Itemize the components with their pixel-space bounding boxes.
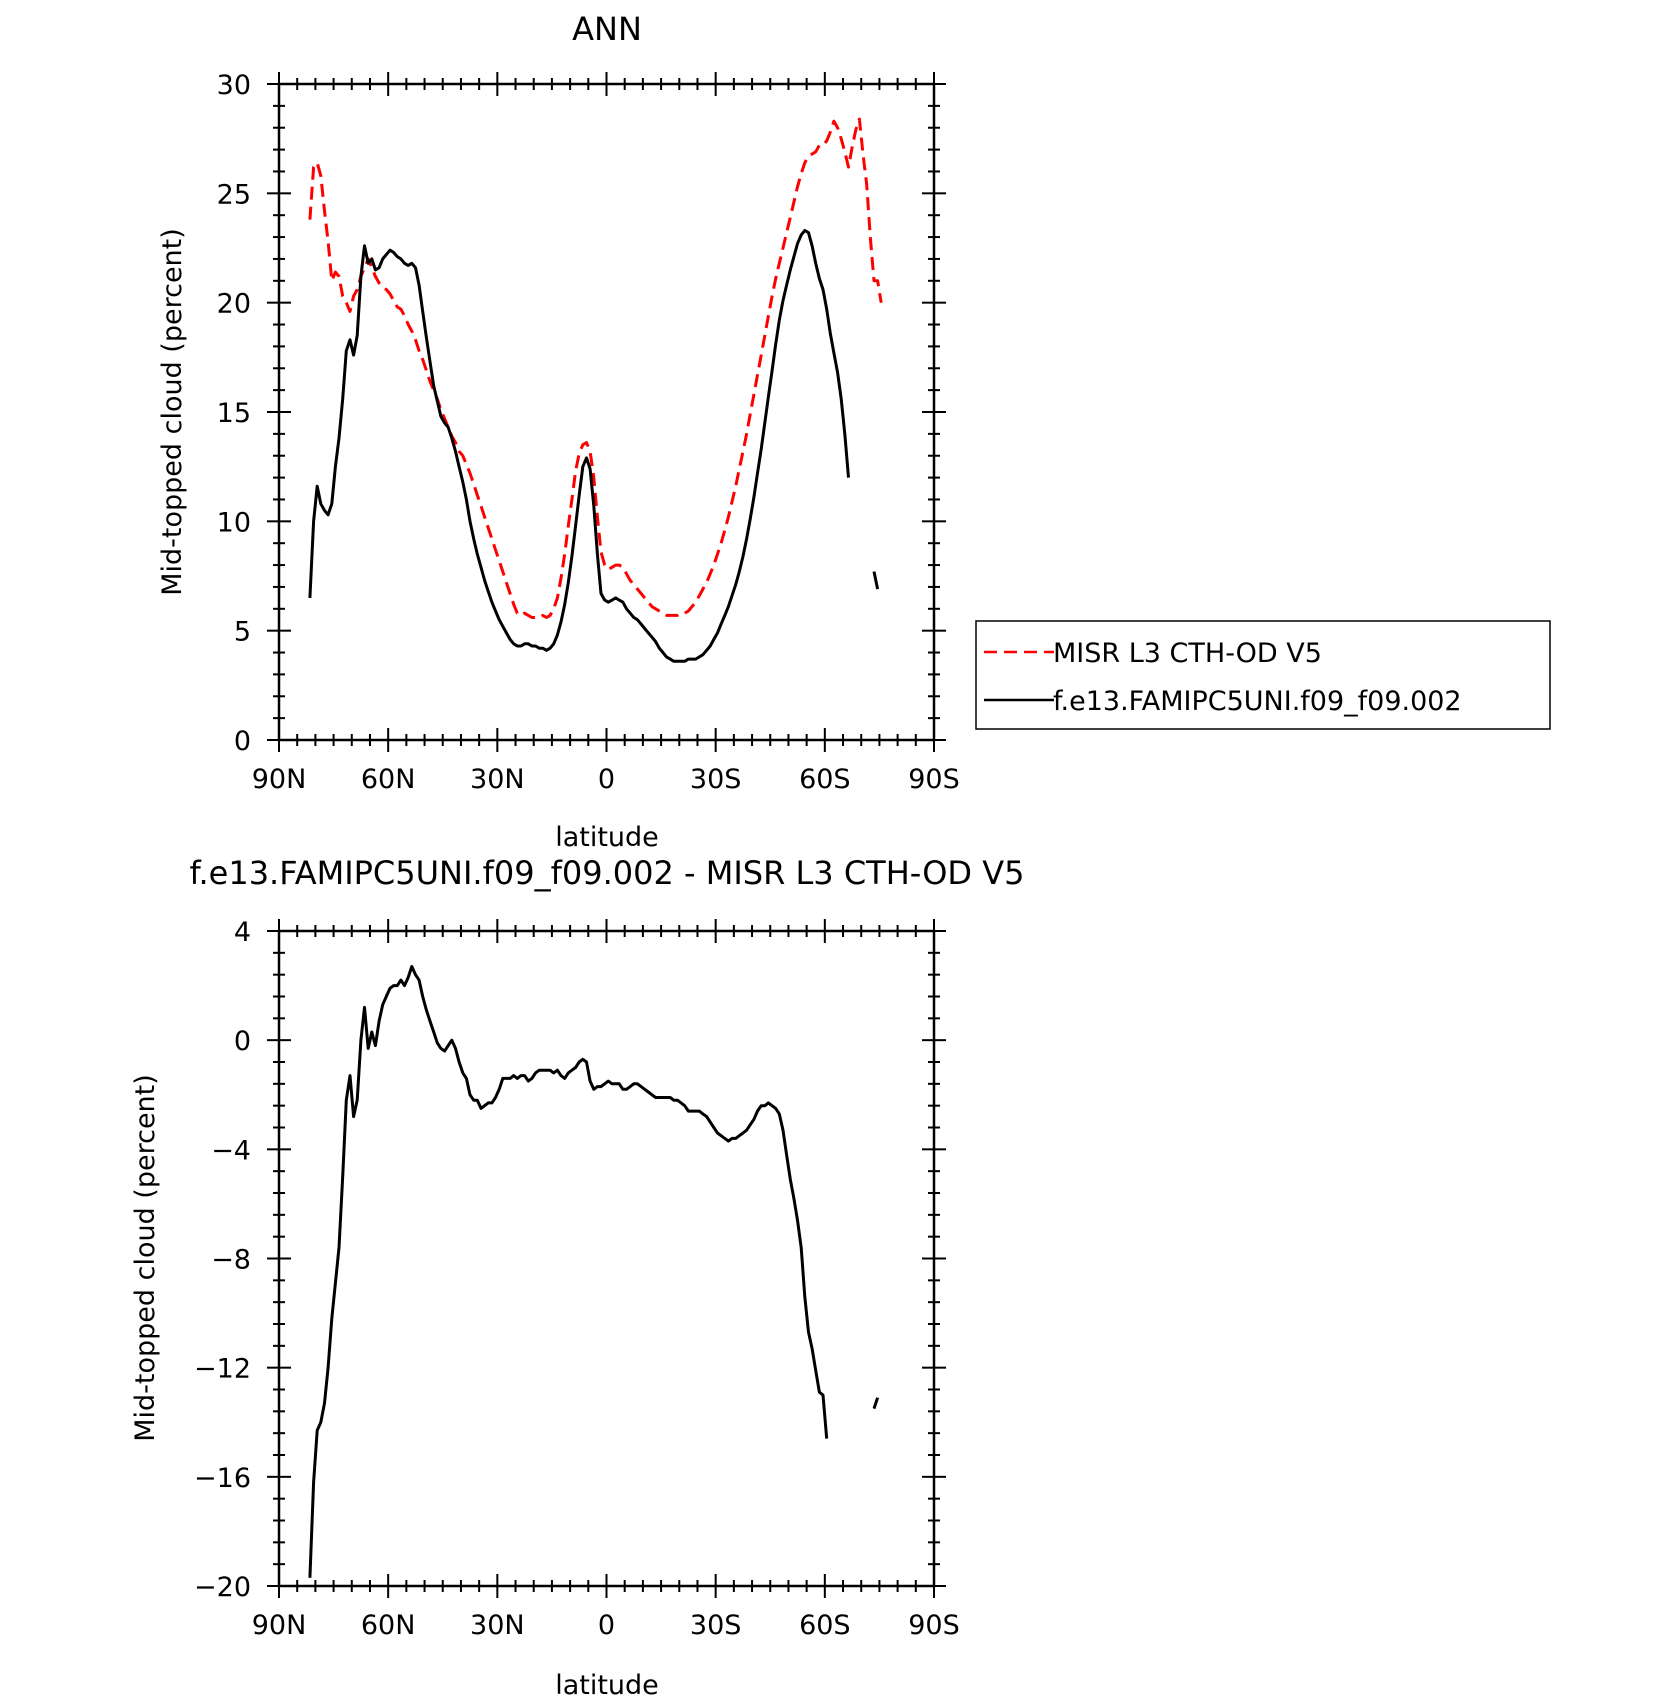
bottom-y-tick-label: −20 [194, 1572, 251, 1603]
bottom-series-line-model [308, 965, 829, 1578]
top-y-tick-label: 0 [234, 726, 251, 757]
legend: MISR L3 CTH-OD V5 f.e13.FAMIPC5UNI.f09_f… [975, 620, 1551, 730]
bottom-x-axis-label: latitude [555, 1670, 659, 1701]
top-series-line-misr [308, 117, 883, 619]
top-x-axis-label: latitude [555, 822, 659, 853]
top-panel: ANN 90N 60N 30N 0 30S 60S 90S 0 5 10 15 20 25 30 lat… [157, 10, 1551, 853]
top-x-tick-label: 60N [361, 764, 416, 795]
top-y-tick-label: 30 [217, 70, 251, 101]
top-series-line-model [308, 229, 850, 663]
bottom-x-tick-label: 60N [361, 1610, 416, 1641]
top-x-tick-label: 30N [470, 764, 525, 795]
top-series [308, 117, 883, 663]
bottom-axes-ticks [267, 919, 946, 1598]
bottom-y-tick-label: −8 [211, 1245, 251, 1276]
bottom-y-tick-label: −12 [194, 1354, 251, 1385]
top-y-axis-label: Mid-topped cloud (percent) [157, 228, 188, 596]
bottom-y-tick-label: −4 [211, 1135, 251, 1166]
top-y-tick-label: 20 [217, 289, 251, 320]
bottom-y-tick-label: −16 [194, 1463, 251, 1494]
top-x-tick-labels: 90N 60N 30N 0 30S 60S 90S [252, 764, 960, 795]
top-y-tick-label: 5 [234, 617, 251, 648]
bottom-x-tick-label: 30N [470, 1610, 525, 1641]
bottom-x-tick-label: 0 [598, 1610, 615, 1641]
bottom-series-line-model [872, 1397, 880, 1410]
top-axes-ticks [267, 72, 946, 752]
top-y-tick-labels: 0 5 10 15 20 25 30 [217, 70, 251, 757]
bottom-panel: f.e13.FAMIPC5UNI.f09_f09.002 - MISR L3 C… [130, 854, 1024, 1701]
top-x-tick-label: 60S [799, 764, 851, 795]
bottom-chart-title: f.e13.FAMIPC5UNI.f09_f09.002 - MISR L3 C… [190, 854, 1025, 892]
bottom-x-tick-label: 90S [908, 1610, 960, 1641]
bottom-x-tick-label: 90N [252, 1610, 307, 1641]
bottom-x-tick-labels: 90N 60N 30N 0 30S 60S 90S [252, 1610, 960, 1641]
top-x-tick-label: 30S [690, 764, 742, 795]
top-series-line-model [872, 571, 880, 590]
top-chart-title: ANN [572, 10, 642, 48]
legend-label-model: f.e13.FAMIPC5UNI.f09_f09.002 [1053, 686, 1462, 717]
bottom-y-tick-label: 4 [234, 917, 251, 948]
bottom-y-tick-labels: −20 −16 −12 −8 −4 0 4 [194, 917, 251, 1603]
legend-label-misr: MISR L3 CTH-OD V5 [1053, 638, 1322, 669]
top-x-tick-label: 90S [908, 764, 960, 795]
bottom-plot-frame [277, 929, 936, 1588]
bottom-x-tick-label: 30S [690, 1610, 742, 1641]
top-y-tick-label: 15 [217, 398, 251, 429]
bottom-y-axis-label: Mid-topped cloud (percent) [130, 1074, 161, 1442]
bottom-y-tick-label: 0 [234, 1026, 251, 1057]
bottom-series [308, 965, 880, 1578]
top-plot-frame [277, 82, 936, 742]
bottom-x-tick-label: 60S [799, 1610, 851, 1641]
top-y-tick-label: 25 [217, 179, 251, 210]
top-y-tick-label: 10 [217, 507, 251, 538]
top-x-tick-label: 0 [598, 764, 615, 795]
top-x-tick-label: 90N [252, 764, 307, 795]
legend-box [975, 620, 1551, 730]
